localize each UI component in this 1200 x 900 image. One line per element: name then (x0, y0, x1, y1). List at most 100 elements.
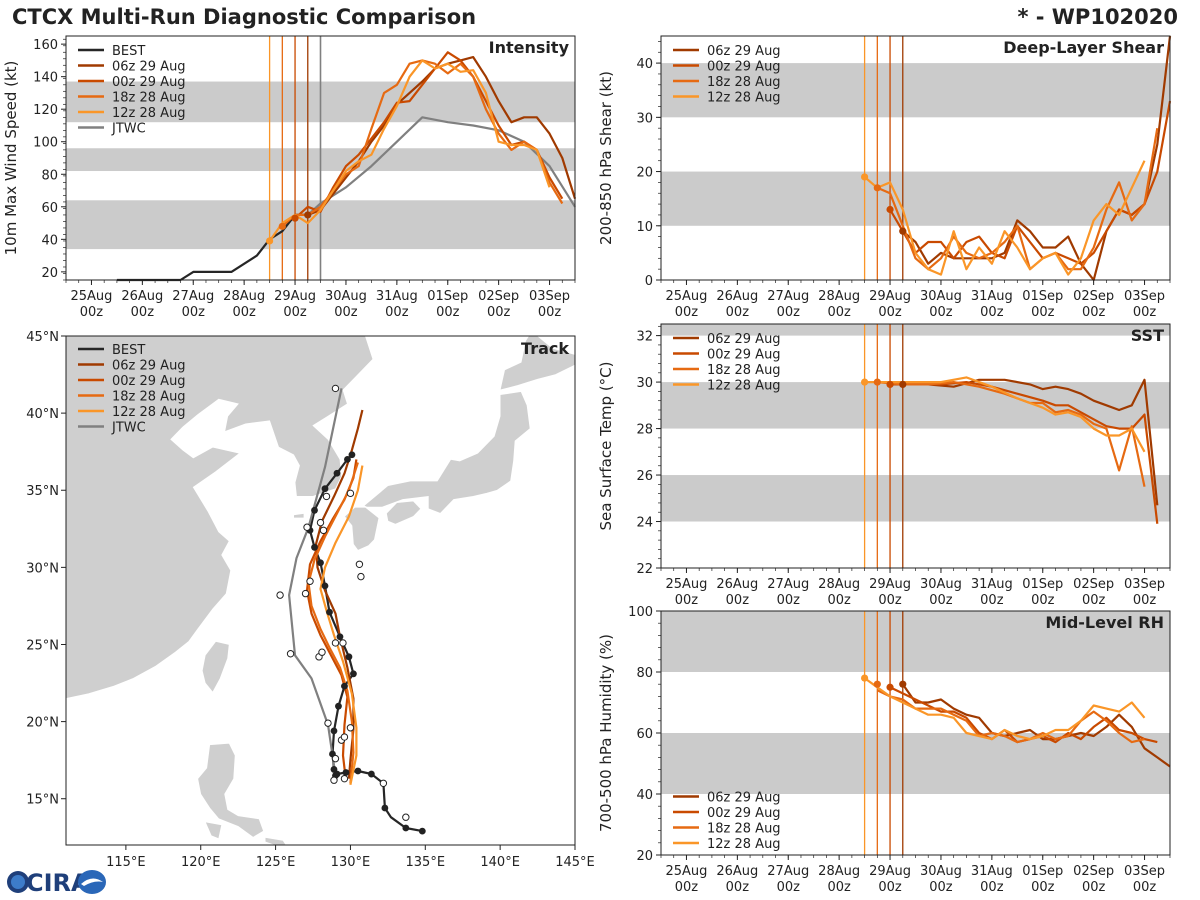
sst-xtick-label: 03Sep (1124, 577, 1165, 592)
shear-band (661, 63, 1170, 118)
intensity-xtick-label: 00z (232, 305, 256, 320)
shear-xtick-label: 27Aug (767, 289, 809, 304)
track-line (307, 462, 359, 784)
rh-xtick-label: 00z (675, 880, 699, 895)
shear-xtick-label: 03Sep (1124, 289, 1165, 304)
rh-legend-label: 12z 28 Aug (707, 837, 781, 852)
sst-xtick-label: 00z (980, 593, 1004, 608)
track-open-point (355, 560, 364, 568)
land-shape (343, 506, 380, 551)
sst-ylabel: Sea Surface Temp (°C) (597, 361, 615, 530)
track-xtick-label: 130°E (331, 855, 371, 870)
track-open-point (357, 572, 365, 581)
sst-init-marker (861, 378, 869, 386)
land-shape (293, 512, 305, 519)
sst-init-marker (886, 380, 894, 389)
best-track-point (311, 543, 318, 551)
track-ytick-label: 25°N (26, 638, 59, 653)
intensity-xtick-label: 28Aug (223, 289, 265, 304)
best-track-point (341, 682, 348, 690)
sst-ytick-label: 24 (636, 516, 653, 531)
track-legend-label: JTWC (111, 421, 146, 436)
track-open-point (339, 639, 347, 647)
track-open-point (318, 648, 326, 656)
sst-series-line (890, 381, 1159, 524)
rh-legend-label: 00z 29 Aug (707, 806, 781, 821)
shear-series-line (889, 100, 1172, 265)
shear-xtick-label: 00z (878, 305, 902, 320)
intensity-init-marker (304, 211, 312, 219)
intensity-ytick-label: 80 (41, 168, 58, 183)
intensity-ytick-label: 120 (33, 103, 58, 118)
rh-init-marker (899, 680, 907, 688)
track-xtick-label: 125°E (256, 855, 296, 870)
land-shape (228, 844, 231, 845)
shear-legend-label: 00z 29 Aug (707, 60, 781, 75)
track-legend-label: 18z 28 Aug (112, 390, 186, 405)
track-open-point (301, 589, 310, 598)
track-open-point (316, 518, 325, 527)
cira-logo: CIRA (7, 869, 106, 897)
rh-xtick-label: 28Aug (818, 864, 860, 879)
intensity-xtick-label: 00z (334, 305, 358, 320)
shear-series-line (863, 160, 1146, 276)
shear-xtick-label: 00z (827, 305, 851, 320)
best-track-point (311, 506, 318, 514)
shear-xtick-label: 00z (1031, 305, 1055, 320)
track-open-point (319, 526, 328, 535)
rh-ytick-label: 80 (636, 666, 653, 681)
intensity-series-line (116, 213, 308, 282)
intensity-legend-label: 12z 28 Aug (112, 106, 186, 121)
track-ytick-label: 15°N (26, 793, 59, 808)
sst-xtick-label: 02Sep (1073, 577, 1114, 592)
sst-xtick-label: 00z (777, 593, 801, 608)
best-track-point (330, 766, 338, 773)
land-shape (385, 500, 422, 525)
best-track-point (326, 608, 333, 616)
intensity-ytick-label: 20 (41, 266, 58, 281)
track-open-point (340, 774, 349, 783)
intensity-ylabel: 10m Max Wind Speed (kt) (2, 61, 20, 256)
sst-legend-label: 18z 28 Aug (707, 363, 781, 378)
track-legend-label: 12z 28 Aug (112, 405, 186, 420)
shear-ytick-label: 40 (636, 57, 653, 72)
intensity-ytick-label: 140 (33, 71, 58, 86)
shear-band (661, 171, 1170, 226)
land-shape (363, 391, 531, 514)
sst-ytick-label: 32 (636, 330, 653, 345)
shear-xtick-label: 30Aug (920, 289, 962, 304)
intensity-xtick-label: 00z (436, 305, 460, 320)
track-open-point (322, 492, 331, 501)
track-xtick-label: 120°E (181, 855, 221, 870)
rh-xtick-label: 03Sep (1124, 864, 1165, 879)
sst-xtick-label: 00z (1133, 593, 1157, 608)
intensity-legend-label: 00z 29 Aug (112, 75, 186, 90)
land-shape (499, 336, 575, 391)
shear-xtick-label: 01Sep (1022, 289, 1063, 304)
land-shape (201, 640, 230, 694)
sst-xtick-label: 26Aug (716, 577, 758, 592)
sst-ytick-label: 26 (636, 469, 653, 484)
shear-xtick-label: 25Aug (665, 289, 707, 304)
rh-xtick-label: 29Aug (869, 864, 911, 879)
sst-band (661, 475, 1170, 522)
intensity-panel: 2040608010012014016025Aug00z26Aug00z27Au… (2, 35, 577, 320)
track-legend-label: 00z 29 Aug (112, 374, 186, 389)
rh-band (661, 733, 1170, 794)
track-open-point (286, 650, 295, 658)
sst-xtick-label: 00z (1031, 593, 1055, 608)
sst-title: SST (1131, 326, 1164, 345)
sst-xtick-label: 30Aug (920, 577, 962, 592)
shear-init-marker (873, 184, 881, 192)
best-track-point (330, 727, 338, 735)
sst-xtick-label: 00z (726, 593, 750, 608)
track-xtick-label: 145°E (555, 855, 595, 870)
rh-xtick-label: 31Aug (971, 864, 1013, 879)
shear-legend-label: 12z 28 Aug (707, 91, 781, 106)
intensity-legend-label: BEST (112, 44, 145, 59)
rh-init-marker (861, 674, 869, 682)
best-track-point (368, 770, 375, 778)
best-track-point (321, 485, 329, 493)
track-ytick-label: 40°N (26, 407, 59, 422)
rh-xtick-label: 00z (1133, 880, 1157, 895)
